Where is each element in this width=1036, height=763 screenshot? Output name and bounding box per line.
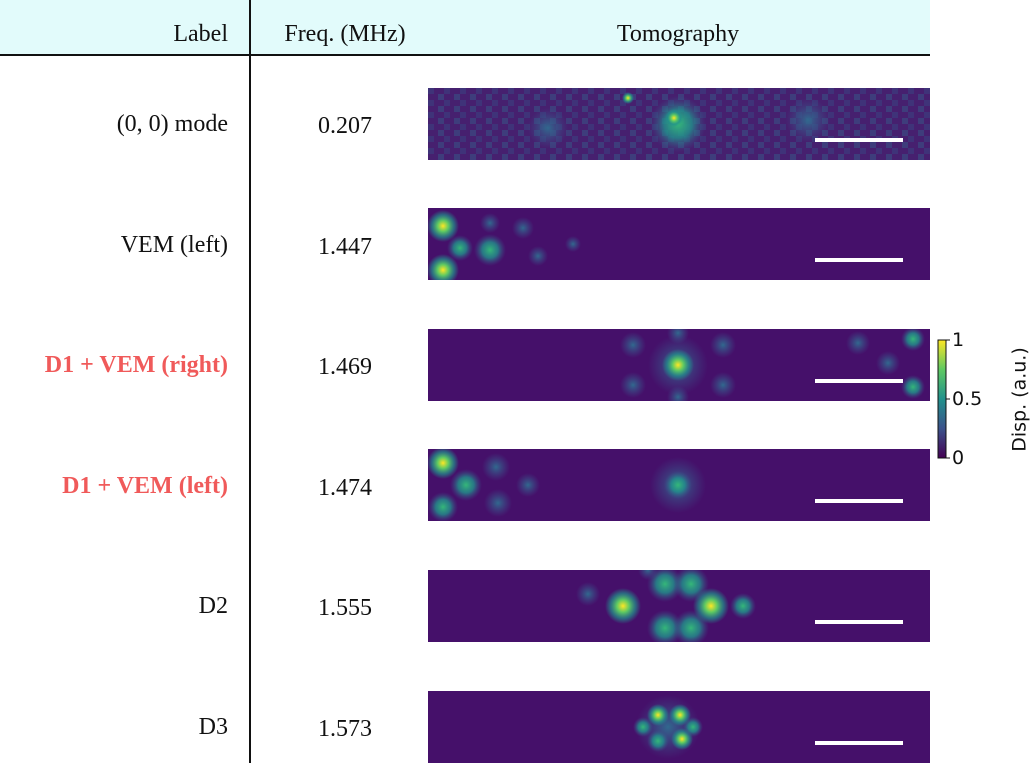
freq-cell: 1.555	[318, 595, 372, 621]
colorbar-tick-label: 1	[952, 329, 965, 351]
label-cell: D2	[198, 593, 228, 619]
label-cell: D1 + VEM (left)	[62, 473, 228, 499]
tomography-image	[428, 449, 930, 521]
header-cell: Tomography	[616, 21, 740, 47]
freq-cell: 1.573	[318, 716, 372, 742]
tomography-image	[428, 88, 930, 160]
tomography-image	[428, 329, 930, 401]
label-cell: D1 + VEM (right)	[44, 352, 228, 378]
header-rule	[0, 54, 930, 56]
header-band	[0, 0, 930, 55]
colorbar-label: Disp. (a.u.)	[1008, 347, 1031, 452]
header-cell: Freq. (MHz)	[284, 21, 406, 47]
colorbar-tick-label: 0	[952, 447, 965, 469]
tomography-image	[428, 208, 930, 280]
label-cell: (0, 0) mode	[116, 111, 228, 137]
colorbar-tick-label: 0.5	[952, 388, 983, 410]
label-cell: VEM (left)	[120, 232, 228, 258]
label-cell: D3	[198, 714, 228, 740]
freq-cell: 1.469	[318, 354, 372, 380]
freq-cell: 1.474	[318, 475, 372, 501]
colorbar	[937, 339, 950, 459]
freq-cell: 0.207	[318, 113, 372, 139]
tomography-image	[428, 570, 930, 642]
tomography-image	[428, 691, 930, 763]
freq-cell: 1.447	[318, 234, 372, 260]
column-rule	[249, 0, 251, 763]
colorbar-scale	[937, 339, 947, 459]
header-cell: Label	[173, 21, 228, 47]
